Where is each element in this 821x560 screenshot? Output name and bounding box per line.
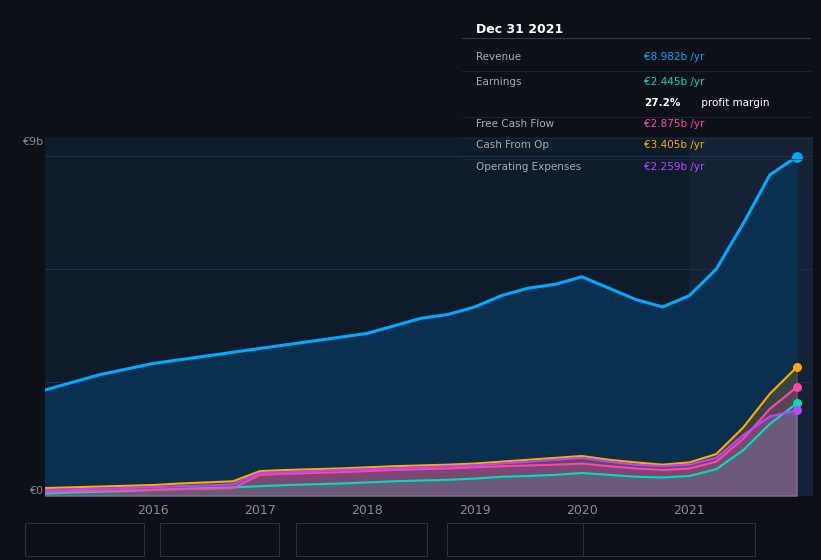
Text: ●: ● (35, 534, 44, 544)
Text: 27.2%: 27.2% (644, 98, 680, 108)
Point (790, 406, 803, 415)
Point (790, 363, 803, 372)
Text: ●: ● (171, 534, 179, 544)
Text: ●: ● (594, 534, 602, 544)
Text: Operating Expenses: Operating Expenses (476, 161, 581, 171)
Point (790, 382, 803, 391)
Text: Cash From Op: Cash From Op (476, 140, 549, 150)
Point (790, 152, 803, 161)
Point (790, 399, 803, 408)
Text: €2.445b /yr: €2.445b /yr (644, 77, 704, 87)
Text: Dec 31 2021: Dec 31 2021 (476, 23, 563, 36)
Bar (690, 137, 813, 496)
Text: €2.259b /yr: €2.259b /yr (644, 161, 704, 171)
Text: Cash From Op: Cash From Op (477, 534, 550, 544)
Text: Revenue: Revenue (476, 53, 521, 63)
Text: Revenue: Revenue (54, 534, 99, 544)
Text: €0: €0 (29, 486, 43, 496)
Text: Earnings: Earnings (190, 534, 235, 544)
Text: profit margin: profit margin (698, 98, 769, 108)
Text: ●: ● (458, 534, 466, 544)
Text: €9b: €9b (21, 137, 43, 147)
Text: Free Cash Flow: Free Cash Flow (476, 119, 554, 129)
Text: €2.875b /yr: €2.875b /yr (644, 119, 704, 129)
Text: Free Cash Flow: Free Cash Flow (325, 534, 403, 544)
Text: ●: ● (306, 534, 314, 544)
Text: €8.982b /yr: €8.982b /yr (644, 53, 704, 63)
Text: €3.405b /yr: €3.405b /yr (644, 140, 704, 150)
Text: Operating Expenses: Operating Expenses (612, 534, 718, 544)
Text: Earnings: Earnings (476, 77, 521, 87)
